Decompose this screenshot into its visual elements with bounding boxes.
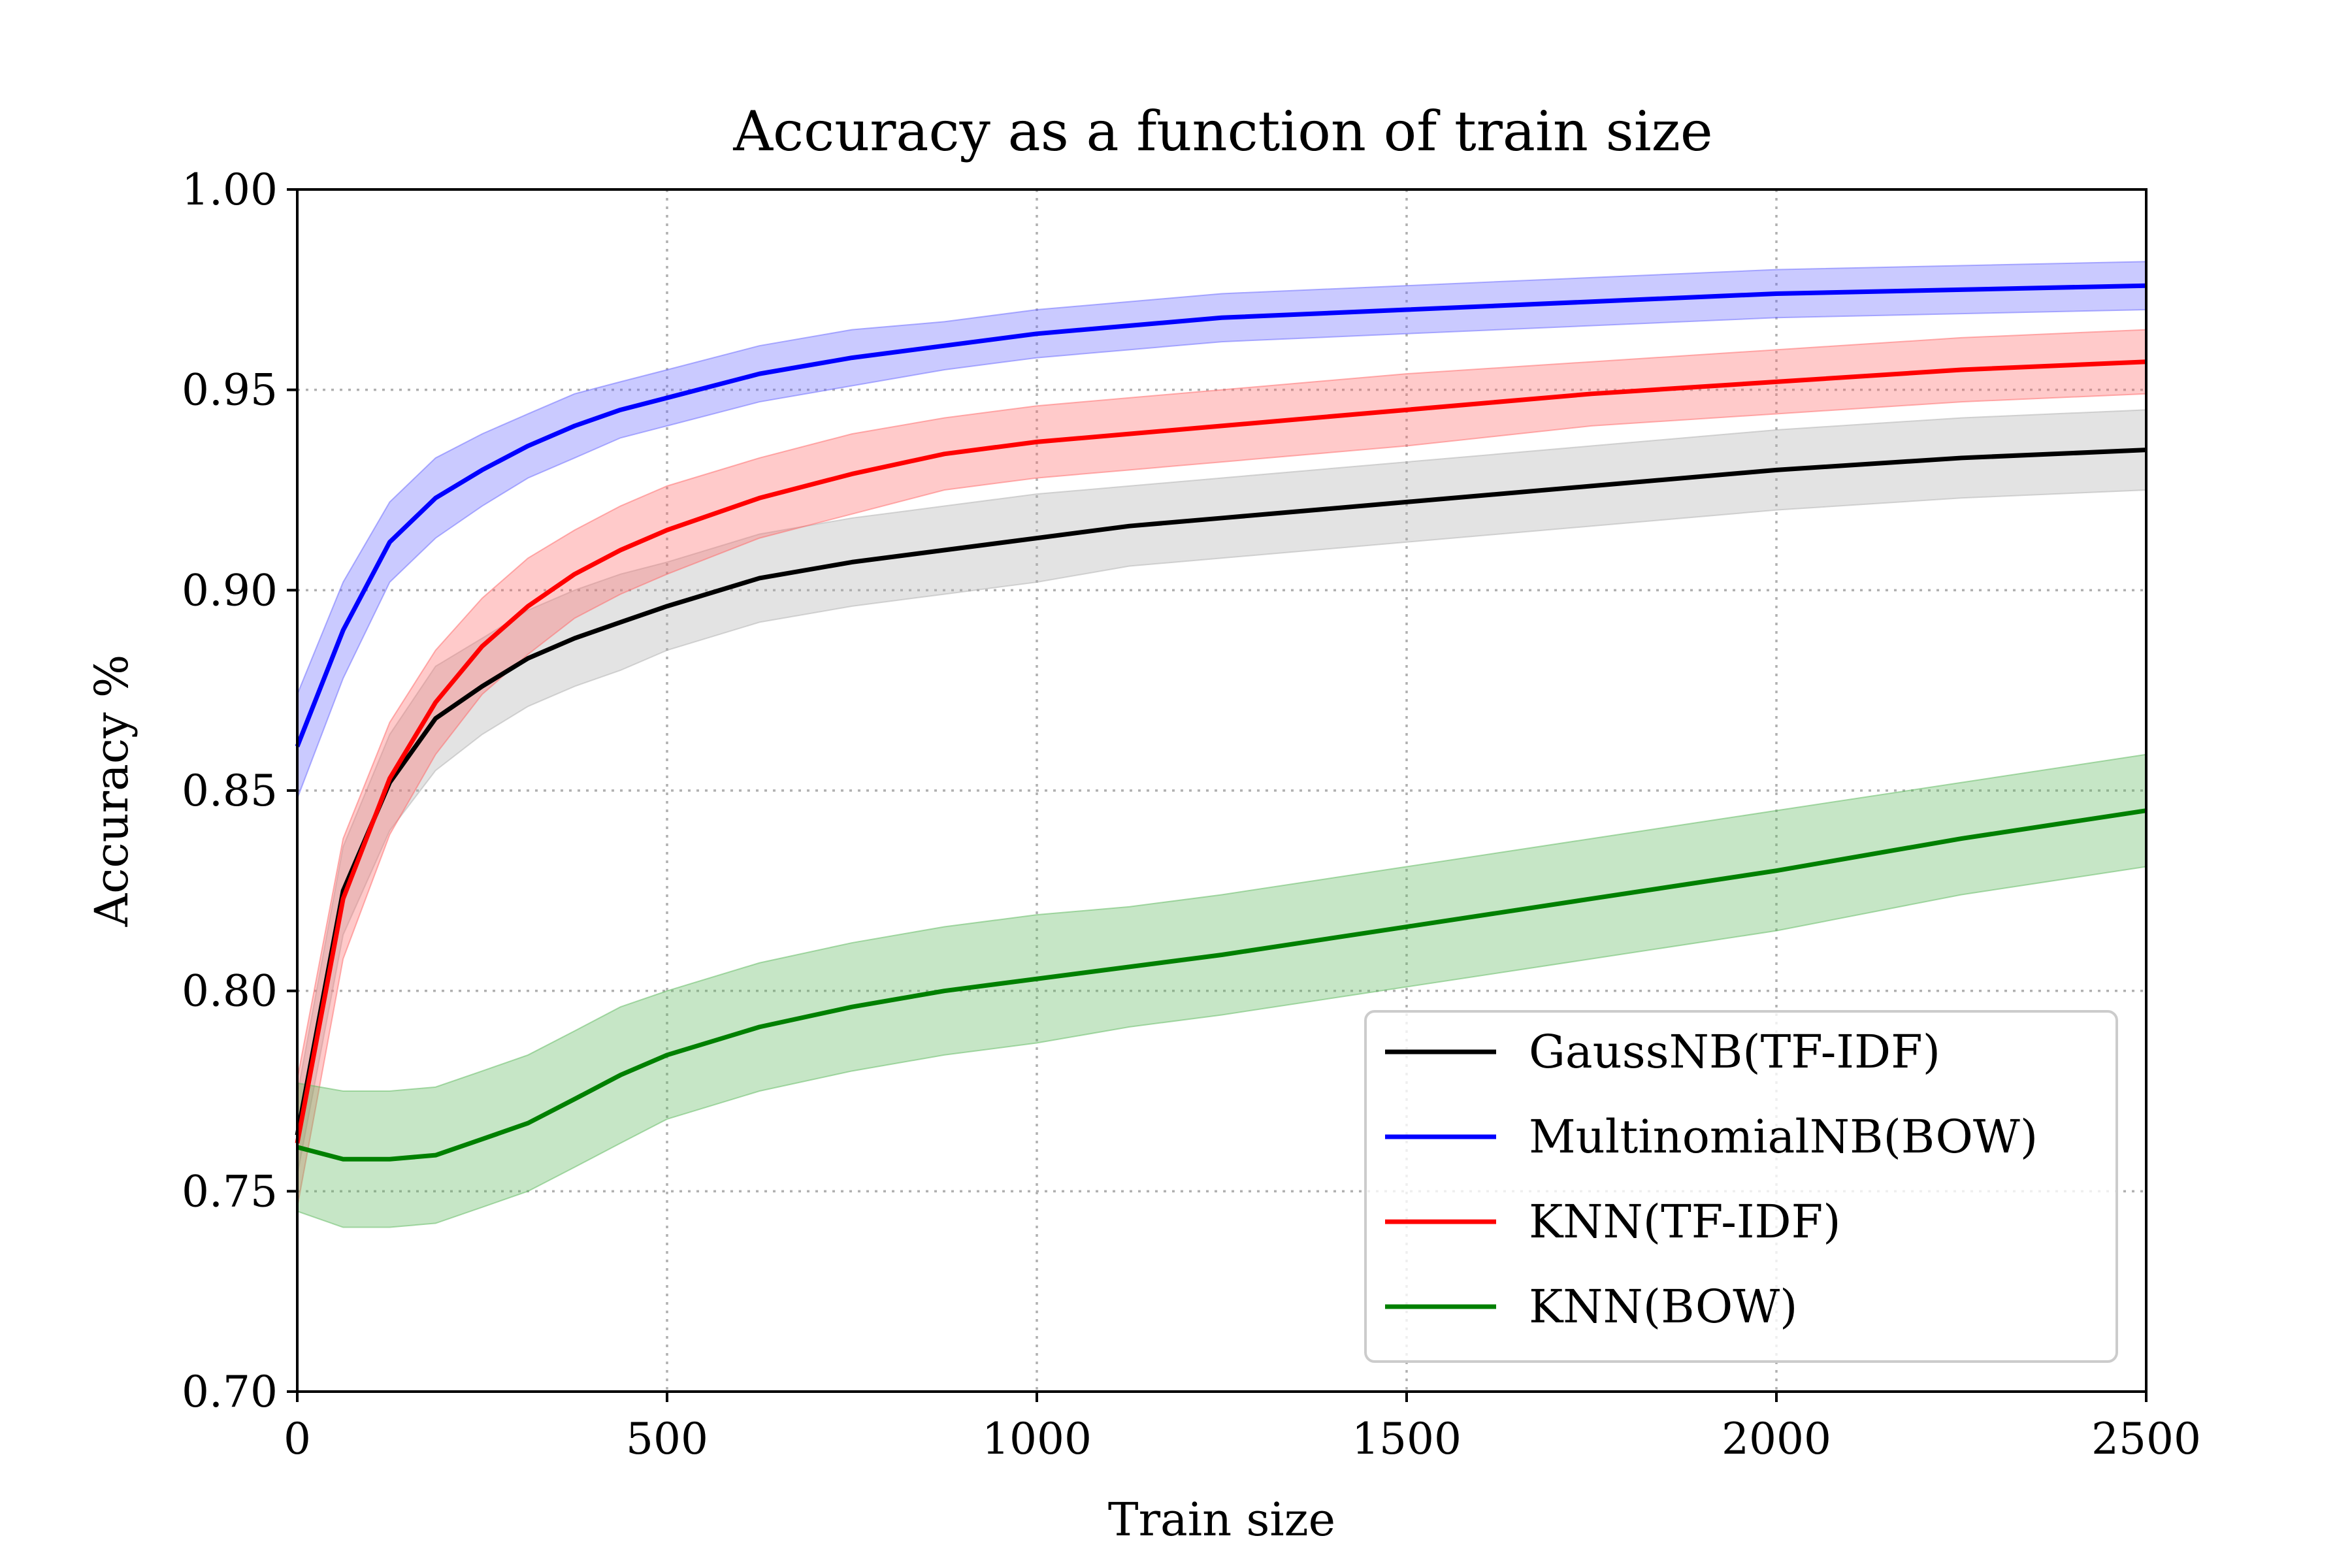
y-axis-ticks: 0.70 0.75 0.80 0.85 0.90 0.95 1.00 [182,165,297,1417]
series-line-0 [295,448,2147,1136]
legend-label: GaussNB(TF-IDF) [1529,1025,1940,1079]
y-axis-label: Accuracy % [85,655,139,928]
series-lines [295,283,2147,1162]
y-tick-label: 0.70 [182,1367,278,1417]
legend-box [1364,1010,2118,1363]
y-tick-label: 0.75 [182,1166,278,1217]
y-tick-label: 0.80 [182,966,278,1017]
legend: GaussNB(TF-IDF) MultinomialNB(BOW) KNN(TF-… [1364,1010,2118,1363]
series-line-2 [295,359,2147,1144]
x-axis-ticks: 0 500 1000 1500 2000 2500 [284,1392,2201,1464]
confidence-bands [297,261,2147,1228]
x-axis-label: Train size [1108,1493,1335,1546]
legend-label: MultinomialNB(BOW) [1529,1110,2038,1164]
series-line-3 [297,808,2147,1162]
y-tick-label: 0.95 [182,365,278,416]
chart-title: Accuracy as a function of train size [732,99,1712,163]
x-tick-label: 1500 [1352,1414,1462,1464]
y-tick-label: 1.00 [182,165,278,215]
legend-label: KNN(TF-IDF) [1529,1195,1841,1249]
x-tick-label: 0 [284,1414,311,1464]
y-tick-label: 0.85 [182,766,278,816]
y-tick-label: 0.90 [182,565,278,615]
x-tick-label: 500 [626,1414,708,1464]
grid [297,189,2146,1392]
legend-label: KNN(BOW) [1529,1280,1798,1333]
x-tick-label: 1000 [982,1414,1092,1464]
x-tick-label: 2000 [1722,1414,1831,1464]
x-tick-label: 2500 [2091,1414,2201,1464]
series-line-1 [295,283,2147,747]
